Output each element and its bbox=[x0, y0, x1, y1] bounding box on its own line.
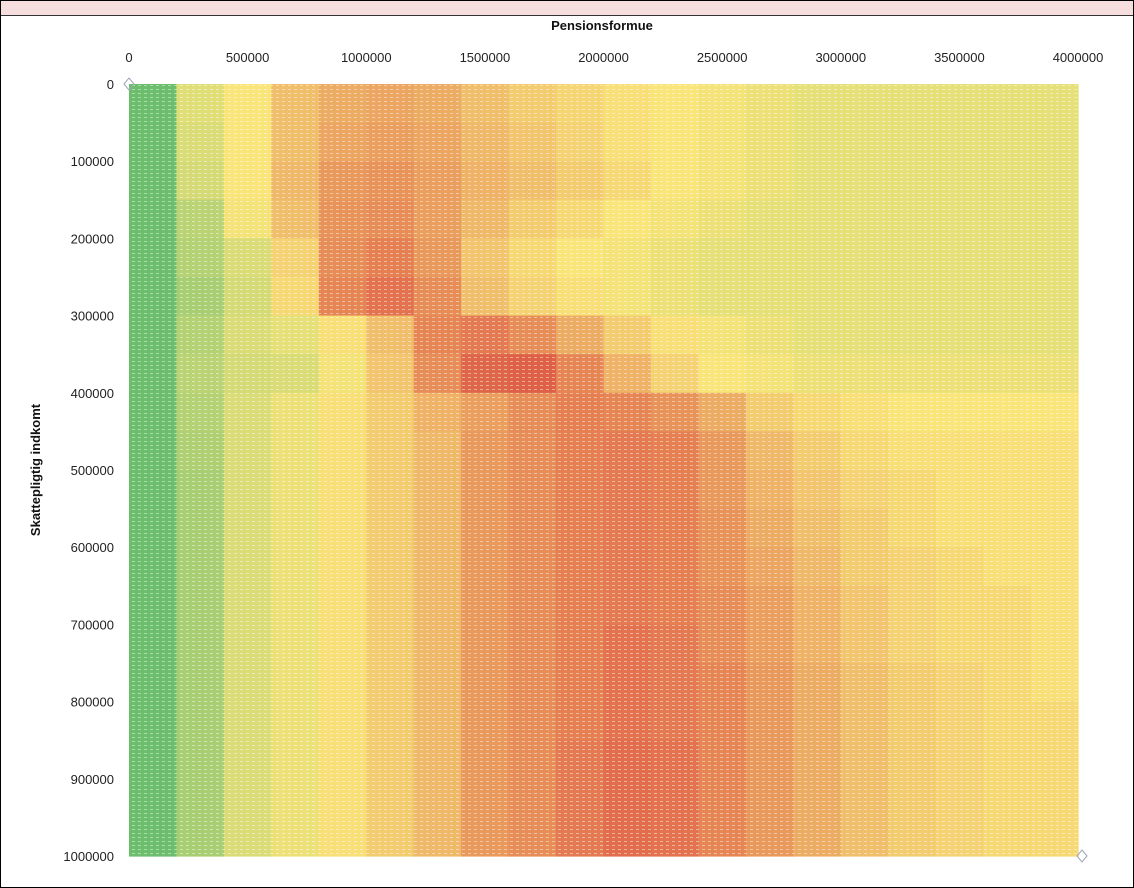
x-tick-label: 4000000 bbox=[1053, 50, 1104, 65]
y-tick-label: 100000 bbox=[71, 154, 114, 169]
y-axis-ticks: 0 100000 200000 300000 400000 500000 600000 700… bbox=[63, 77, 114, 864]
cell-texture-overlay bbox=[129, 84, 1078, 856]
y-tick-label: 300000 bbox=[71, 309, 114, 324]
x-tick-label: 1500000 bbox=[460, 50, 511, 65]
x-tick-label: 500000 bbox=[226, 50, 269, 65]
y-tick-label: 500000 bbox=[71, 463, 114, 478]
top-strip bbox=[1, 1, 1133, 16]
y-axis-title: Skattepligtig indkomt bbox=[28, 403, 43, 536]
y-tick-label: 800000 bbox=[71, 695, 114, 710]
x-tick-label: 3500000 bbox=[934, 50, 985, 65]
y-tick-label: 600000 bbox=[71, 540, 114, 555]
y-tick-label: 0 bbox=[107, 77, 114, 92]
y-tick-label: 200000 bbox=[71, 231, 114, 246]
axis-end-marker bbox=[1076, 849, 1088, 863]
x-tick-label: 1000000 bbox=[341, 50, 392, 65]
x-axis-title: Pensionsformue bbox=[551, 18, 653, 33]
y-tick-label: 1000000 bbox=[63, 849, 114, 864]
y-tick-label: 400000 bbox=[71, 386, 114, 401]
y-tick-label: 900000 bbox=[71, 772, 114, 787]
x-tick-label: 0 bbox=[125, 50, 132, 65]
x-tick-label: 2000000 bbox=[578, 50, 629, 65]
x-axis-ticks: 0 500000 1000000 1500000 2000000 2500000 30000… bbox=[125, 50, 1103, 65]
y-tick-label: 700000 bbox=[71, 617, 114, 632]
x-tick-label: 3000000 bbox=[815, 50, 866, 65]
x-tick-label: 2500000 bbox=[697, 50, 748, 65]
axis-origin-marker bbox=[123, 77, 135, 91]
